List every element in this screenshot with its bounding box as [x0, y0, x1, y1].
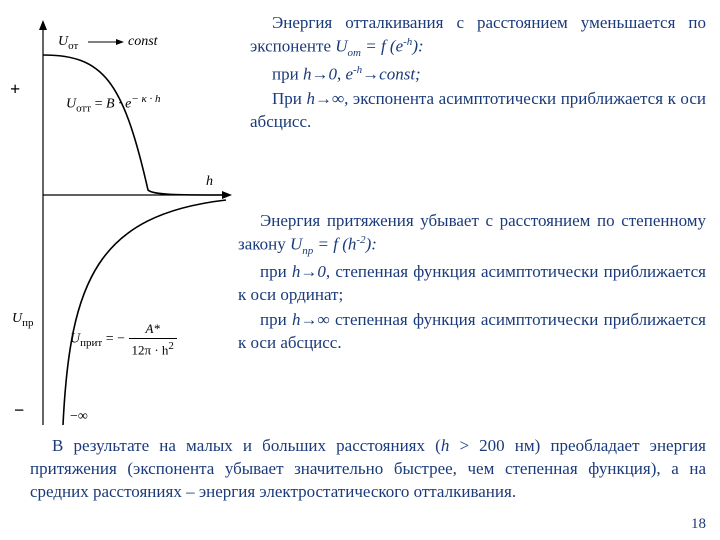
- page: { "upper": { "p1a": "Энергия отталкивани…: [0, 0, 720, 540]
- u-otm-sym: U: [66, 97, 76, 112]
- frac-den-text: 12π · h: [132, 342, 169, 357]
- frac-den-exp: 2: [168, 340, 174, 352]
- frac-den: 12π · h2: [129, 339, 177, 359]
- mid-p1c: ):: [366, 235, 377, 254]
- eq-sign-1: =: [91, 97, 106, 112]
- u-ot-sym: U: [58, 34, 68, 49]
- upper-p1c: ):: [412, 37, 423, 56]
- label-h: h: [206, 173, 213, 192]
- label-const: const: [128, 33, 158, 52]
- middle-text-block: Энергия притяжения убывает с расстоянием…: [238, 210, 706, 357]
- bottom-text-block: В результате на малых и больших расстоян…: [30, 435, 706, 506]
- u-ot-sub: от: [68, 40, 78, 52]
- mid-p2b: h→0: [292, 262, 326, 281]
- mid-U: U: [290, 235, 302, 254]
- upper-p1exp: -h: [403, 36, 412, 48]
- upper-p2b: h→0: [303, 64, 337, 83]
- upper-p1: Энергия отталкивания с расстоянием умень…: [250, 12, 706, 61]
- bottom-p: В результате на малых и больших расстоян…: [30, 435, 706, 504]
- upper-p3: При h→∞, экспонента асимптотически прибл…: [250, 88, 706, 134]
- mid-p3a: при: [260, 310, 292, 329]
- mid-p1: Энергия притяжения убывает с расстоянием…: [238, 210, 706, 259]
- upper-p1a: Энергия отталкивания с расстоянием умень…: [250, 13, 706, 56]
- B-exp: − κ · h: [131, 93, 160, 105]
- bottom-a: В результате на малых и больших расстоян…: [52, 436, 441, 455]
- upper-text-block: Энергия отталкивания с расстоянием умень…: [250, 12, 706, 136]
- fraction: A*12π · h2: [129, 320, 177, 358]
- mid-p2: при h→0, степенная функция асимптотическ…: [238, 261, 706, 307]
- mid-p3: при h→∞ степенная функция асимптотически…: [238, 309, 706, 355]
- u-pr-sym: U: [12, 311, 22, 326]
- label-minus-inf: −∞: [70, 408, 88, 427]
- upper-p2d: e: [345, 64, 353, 83]
- mid-U-sub: пр: [302, 245, 313, 257]
- upper-p1b: = f (e: [361, 37, 403, 56]
- upper-p2exp: -h: [353, 64, 362, 76]
- mid-p1b: = f (h: [313, 235, 356, 254]
- label-minus: −: [14, 398, 24, 422]
- upper-p3a: При: [272, 89, 306, 108]
- upper-U-sub: от: [348, 47, 361, 59]
- u-pr-sub: пр: [22, 317, 33, 329]
- u-prit-sub: прит: [80, 337, 102, 349]
- B-sym: B · e: [106, 97, 131, 112]
- repulsion-curve: [43, 55, 226, 195]
- eq-sign-2: = −: [102, 331, 128, 346]
- mid-p2a: при: [260, 262, 292, 281]
- attraction-curve: [63, 200, 226, 425]
- u-otm-sub: отт: [76, 102, 91, 114]
- const-arrow-head: [116, 39, 124, 45]
- upper-p3b: h→∞: [306, 89, 344, 108]
- label-plus: +: [10, 77, 20, 101]
- label-u-ot: Uот: [58, 33, 78, 54]
- label-u-prit-formula: Uприт = − A*12π · h2: [70, 320, 177, 358]
- mid-p3b: h→∞: [292, 310, 330, 329]
- upper-p2e: →const;: [362, 64, 421, 83]
- frac-num: A*: [129, 320, 177, 339]
- y-axis-arrow: [39, 20, 47, 30]
- diagram-svg: [8, 20, 238, 430]
- u-prit-sym: U: [70, 331, 80, 346]
- mid-p1exp: -2: [356, 234, 365, 246]
- upper-p2: при h→0, e-h→const;: [250, 63, 706, 87]
- energy-diagram: Uот const + Uотт = B · e− κ · h h Uпр Uп…: [8, 20, 238, 430]
- page-number: 18: [691, 514, 706, 534]
- upper-p2a: при: [272, 64, 303, 83]
- label-u-otm-formula: Uотт = B · e− κ · h: [66, 92, 160, 116]
- label-u-pr: Uпр: [12, 310, 34, 331]
- upper-U: U: [335, 37, 347, 56]
